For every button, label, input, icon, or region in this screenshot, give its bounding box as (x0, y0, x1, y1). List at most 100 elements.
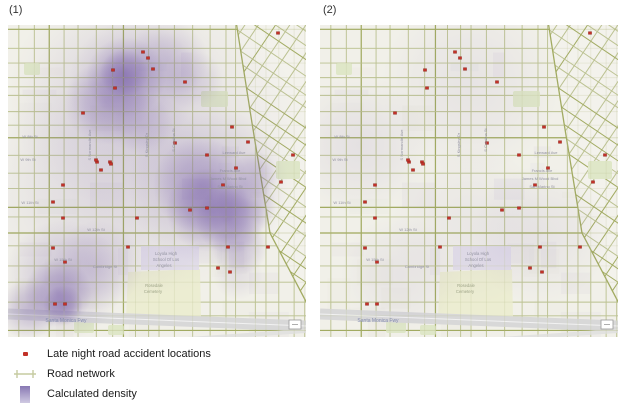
accident-point (485, 141, 489, 145)
accident-point (533, 183, 537, 187)
accident-point (538, 245, 542, 249)
accident-point (453, 50, 457, 54)
legend-item-road-network: Road network (10, 364, 211, 384)
accident-point (226, 245, 230, 249)
legend-label-road-network: Road network (47, 368, 115, 380)
legend-item-accidents: Late night road accident locations (10, 344, 211, 364)
svg-text:S Kingsley Dr: S Kingsley Dr (456, 132, 461, 157)
svg-text:W 15th St: W 15th St (366, 257, 384, 262)
svg-text:W 8th St: W 8th St (22, 134, 38, 139)
accident-point (528, 266, 532, 270)
accident-point (183, 80, 187, 84)
accident-point (517, 206, 521, 210)
svg-text:S Kingsley Dr: S Kingsley Dr (144, 132, 149, 157)
accident-point (228, 270, 232, 274)
density-gradient-icon (10, 385, 40, 403)
svg-text:School Of Los: School Of Los (465, 257, 491, 262)
svg-text:Cemetery: Cemetery (456, 289, 475, 294)
accident-point (363, 200, 367, 204)
svg-text:Cambridge St: Cambridge St (93, 264, 118, 269)
svg-text:Angeles: Angeles (468, 263, 483, 268)
accident-point (216, 266, 220, 270)
accident-point (99, 168, 103, 172)
svg-text:W 9th St: W 9th St (332, 157, 348, 162)
svg-text:S Catalina St: S Catalina St (483, 127, 488, 151)
legend-label-density: Calculated density (47, 388, 137, 400)
accident-point (205, 153, 209, 157)
svg-text:W 15th St: W 15th St (54, 257, 72, 262)
map-canvas-kernel-density[interactable]: Santa Monica Fwy Loyola High School Of Los… (8, 25, 306, 337)
svg-text:James M Wood Blvd: James M Wood Blvd (522, 176, 559, 181)
accident-point (63, 260, 67, 264)
accident-point (375, 302, 379, 306)
svg-text:Santa Monica Fwy: Santa Monica Fwy (357, 318, 399, 324)
accident-point (495, 80, 499, 84)
svg-text:W 12th St: W 12th St (87, 227, 105, 232)
svg-text:Leeward Ave: Leeward Ave (534, 150, 558, 155)
accident-point (438, 245, 442, 249)
svg-text:Francis Ave: Francis Ave (220, 168, 242, 173)
accident-point (146, 56, 150, 60)
legend: Late night road accident locations Road … (10, 344, 211, 404)
svg-text:Rosedale: Rosedale (457, 283, 475, 288)
accident-point (205, 206, 209, 210)
map-attribution-icon (288, 319, 302, 330)
accident-point (111, 68, 115, 72)
svg-text:Cemetery: Cemetery (144, 289, 163, 294)
svg-text:Rosedale: Rosedale (145, 283, 163, 288)
accident-point (109, 162, 113, 166)
svg-text:San Marino St: San Marino St (217, 184, 243, 189)
accident-point (591, 180, 595, 184)
accident-point (113, 86, 117, 90)
accident-point (447, 216, 451, 220)
accident-point (276, 31, 280, 35)
accident-point (141, 50, 145, 54)
svg-text:W 9th St: W 9th St (20, 157, 36, 162)
accident-point (81, 111, 85, 115)
legend-label-accidents: Late night road accident locations (47, 348, 211, 360)
svg-text:S Normandie Ave: S Normandie Ave (399, 129, 404, 161)
accident-point (234, 166, 238, 170)
svg-text:W 11th St: W 11th St (333, 200, 351, 205)
svg-text:S Catalina St: S Catalina St (171, 127, 176, 151)
svg-text:School Of Los: School Of Los (153, 257, 179, 262)
accident-point (540, 270, 544, 274)
accident-points-layer (51, 31, 295, 306)
accident-point (425, 86, 429, 90)
accident-point (61, 216, 65, 220)
accident-point (373, 183, 377, 187)
accident-point (373, 216, 377, 220)
accident-point-icon (10, 352, 40, 356)
accident-point (500, 208, 504, 212)
svg-text:Santa Monica Fwy: Santa Monica Fwy (45, 318, 87, 324)
svg-text:W 12th St: W 12th St (399, 227, 417, 232)
accident-point (246, 140, 250, 144)
road-overlay-layer (320, 25, 618, 337)
accident-point (546, 166, 550, 170)
accident-point (94, 158, 98, 162)
map-canvas-network-density[interactable]: Santa Monica Fwy Loyola High School Of Los… (320, 25, 618, 337)
svg-text:W 8th St: W 8th St (334, 134, 350, 139)
density-layer (320, 25, 610, 335)
accident-point (266, 245, 270, 249)
panel-2-label: (2) (323, 4, 337, 16)
svg-text:S Normandie Ave: S Normandie Ave (87, 129, 92, 161)
accident-point (221, 183, 225, 187)
accident-point (423, 68, 427, 72)
svg-text:Loyola High: Loyola High (155, 251, 178, 256)
accident-point (61, 183, 65, 187)
accident-point (51, 200, 55, 204)
density-layer (8, 25, 306, 337)
accident-point (558, 140, 562, 144)
accident-point (375, 260, 379, 264)
svg-text:Cambridge St: Cambridge St (405, 264, 430, 269)
accident-point (463, 67, 467, 71)
legend-item-density: Calculated density (10, 384, 211, 404)
accident-point (365, 302, 369, 306)
accident-point (63, 302, 67, 306)
accident-point (406, 158, 410, 162)
accident-point (53, 302, 57, 306)
